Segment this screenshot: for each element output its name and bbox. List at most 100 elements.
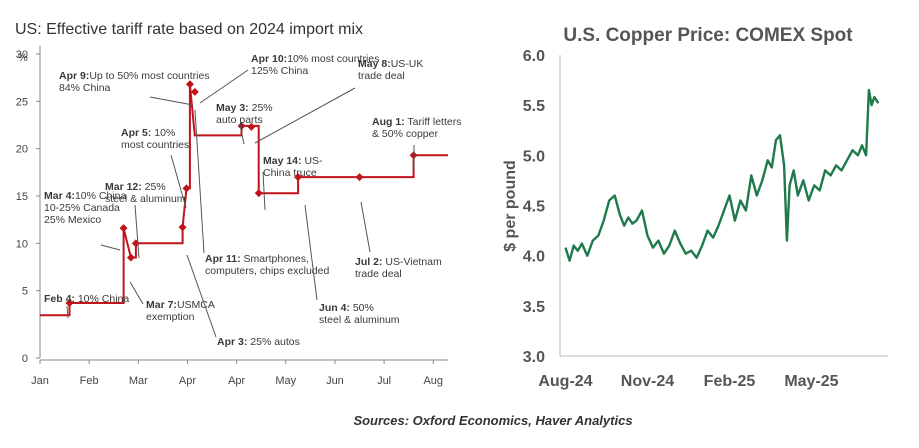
chart1-annotation-text: 125% China (251, 65, 308, 77)
chart1-annotation-leader (360, 201, 371, 253)
chart1-annotation: Aug 1: Tariff letters & 50% copper (372, 116, 461, 140)
chart1-ytick-label: 20 (16, 144, 28, 156)
chart1-annotation-date: May 3: (216, 102, 249, 114)
chart1-annotation-leader (149, 96, 194, 106)
chart1-annotation: Apr 10:10% most countries 125% China (251, 53, 379, 77)
chart2-xtick-label: Aug-24 (538, 373, 592, 390)
chart1-annotation-date: May 14: (263, 155, 302, 167)
chart1-annotation-leader (134, 204, 140, 259)
chart2-ytick-label: 3.5 (523, 299, 545, 316)
chart1-annotation-text: auto parts (216, 114, 263, 126)
chart1-annotation-text: steel & aluminum (105, 193, 186, 205)
chart1-annotation-text: Tariff letters (405, 116, 462, 128)
chart1-annotation-date: Jun 4: (319, 302, 350, 314)
chart1-annotation-leader (66, 305, 69, 319)
chart1-annotation: Apr 5: 10% most countries (121, 127, 189, 151)
chart1-event-marker (126, 253, 135, 262)
chart1-annotation: Apr 9:Up to 50% most countries 84% China (59, 70, 210, 94)
chart1-annotation-date: Apr 5: (121, 127, 151, 139)
chart1-annotation-date: Mar 12: (105, 181, 142, 193)
chart1-event-marker (65, 298, 74, 307)
chart1-xtick-label: Apr (179, 375, 196, 387)
chart1-annotation-text: 10% China (75, 190, 127, 202)
chart1-xtick-label: Aug (423, 375, 443, 387)
chart1-annotation: Jun 4: 50% steel & aluminum (319, 302, 400, 326)
chart1-xtick-label: Feb (80, 375, 99, 387)
chart1-xtick-label: May (275, 375, 296, 387)
chart1-annotation-leader (304, 204, 318, 301)
chart1-annotation-date: Apr 9: (59, 70, 89, 82)
chart1-annotation-text: exemption (146, 311, 195, 323)
chart1-event-marker (355, 173, 364, 182)
chart1-annotation-date: Feb 4: (44, 293, 75, 305)
chart1-annotation-text: US-Vietnam (382, 256, 442, 268)
chart2-xtick-label: May-25 (784, 373, 838, 390)
chart2-ytick-label: 4.0 (523, 249, 545, 266)
chart2-ytick-label: 5.0 (523, 148, 545, 165)
chart1-annotation-text: Smartphones, (241, 253, 309, 265)
chart1-ytick-label: 0 (22, 353, 28, 365)
chart1-annotation-date: Apr 3: (217, 336, 247, 348)
chart1-annotation-text: US-UK (391, 58, 424, 70)
chart1-annotation-text: USMCA (177, 299, 215, 311)
chart1-annotation-leader (194, 109, 205, 254)
chart1-ytick-label: 25 (16, 96, 28, 108)
chart1-event-marker (131, 239, 140, 248)
chart2-ytick-label: 6.0 (523, 48, 545, 65)
chart1-annotation-text: 84% China (59, 82, 111, 94)
chart2-ytick-label: 3.0 (523, 349, 545, 366)
chart1-annotation: Mar 7:USMCA exemption (146, 299, 215, 323)
chart1-annotation: Mar 12: 25% steel & aluminum (105, 181, 186, 205)
chart1-annotation-text: 10% China (75, 293, 129, 305)
chart1-annotation-leader (239, 124, 245, 145)
chart1-annotation-leader (170, 154, 187, 209)
chart1-annotation-text: 25% Mexico (44, 214, 101, 226)
chart1-ytick-label: 15 (16, 191, 28, 203)
chart1-event-marker (254, 189, 263, 198)
chart2-ytick-label: 4.5 (523, 199, 545, 216)
chart2-ytick-label: 5.5 (523, 98, 545, 115)
chart1-annotation-date: Jul 2: (355, 256, 382, 268)
chart1-annotation-date: Aug 1: (372, 116, 405, 128)
chart1-annotation-text: 25% (142, 181, 166, 193)
chart1-annotation-date: May 8: (358, 58, 391, 70)
chart1-xtick-label: Jan (31, 375, 49, 387)
chart1-annotation-text: computers, chips excluded (205, 265, 329, 277)
chart1-annotation-text: Up to 50% most countries (89, 70, 209, 82)
chart2-title: U.S. Copper Price: COMEX Spot (563, 25, 853, 46)
chart1-annotation-leader (262, 171, 266, 211)
chart1-annotation-text: 25% (249, 102, 273, 114)
chart1-annotation-text: China truce (263, 167, 317, 179)
chart1-annotation-text: 10% most countries (287, 53, 379, 65)
chart2-copper-line (564, 88, 880, 262)
chart1-annotation-text: 25% autos (247, 336, 300, 348)
chart1-ytick-label: 5 (22, 286, 28, 298)
chart1-xtick-label: Apr (228, 375, 245, 387)
chart1-xtick-label: Mar (129, 375, 148, 387)
chart1-event-marker (294, 173, 303, 182)
chart1-event-marker (237, 121, 246, 130)
chart1-event-marker (185, 80, 194, 89)
chart2-xtick-label: Feb-25 (704, 373, 756, 390)
chart1-event-marker (247, 122, 256, 131)
chart1-annotation-leader (129, 281, 144, 305)
chart1-annotation-text: & 50% copper (372, 128, 438, 140)
chart1-annotation: Jul 2: US-Vietnam trade deal (355, 256, 442, 280)
chart2-xtick-label: Nov-24 (621, 373, 674, 390)
chart1-annotation-text: 50% (350, 302, 374, 314)
chart1-annotation-date: Apr 10: (251, 53, 287, 65)
chart1-annotation-text: most countries (121, 139, 189, 151)
chart1-annotation-text: 10% (151, 127, 175, 139)
chart1-ytick-label: 10 (16, 238, 28, 250)
chart1-annotation-date: Apr 11: (205, 253, 241, 265)
chart1-title: US: Effective tariff rate based on 2024 … (15, 21, 363, 38)
source-note: Sources: Oxford Economics, Haver Analyti… (353, 413, 632, 428)
chart1-annotation-date: Mar 7: (146, 299, 177, 311)
chart1-annotation: May 14: US-China truce (263, 155, 323, 179)
chart2-ylabel: $ per pound (502, 160, 519, 252)
chart1-annotation: Feb 4: 10% China (44, 293, 129, 305)
chart1-xtick-label: Jul (377, 375, 391, 387)
chart1-annotation-leader (254, 87, 356, 144)
